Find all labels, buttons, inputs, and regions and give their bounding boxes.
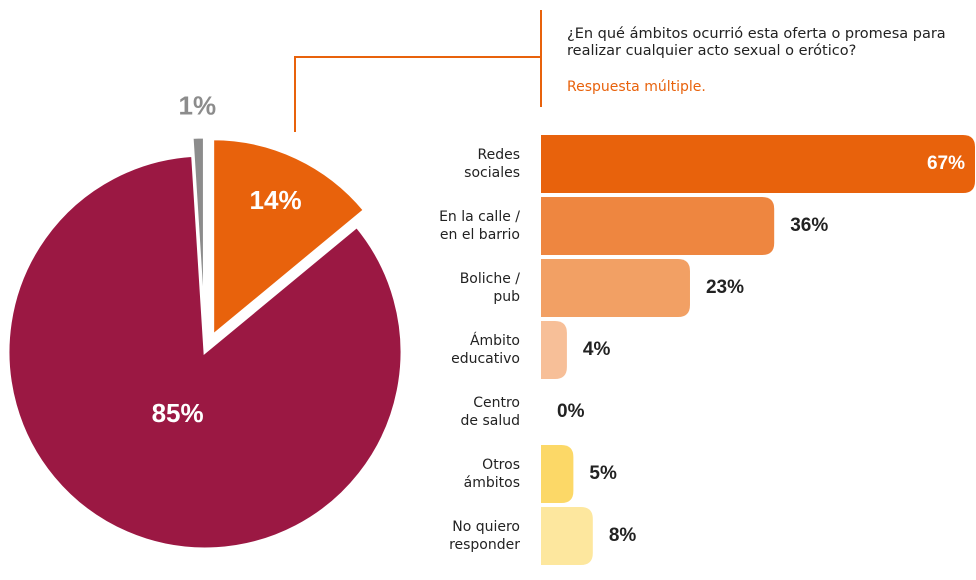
pie-slice <box>190 135 206 335</box>
value-label: 5% <box>589 463 617 484</box>
value-label: 4% <box>583 339 611 360</box>
bar <box>541 507 593 565</box>
bar <box>541 445 574 503</box>
value-label: 23% <box>706 277 744 298</box>
category-label: Centro de salud <box>460 395 520 429</box>
bar-subtitle: Respuesta múltiple. <box>567 79 706 95</box>
connector-line <box>294 56 541 132</box>
value-label: 36% <box>790 215 828 236</box>
pie-slice <box>6 153 404 551</box>
category-label: Ámbito educativo <box>451 333 520 367</box>
value-label: 67% <box>927 153 965 174</box>
value-label: 0% <box>557 401 585 422</box>
category-label: En la calle / en el barrio <box>439 209 520 243</box>
value-label: 8% <box>609 525 637 546</box>
pie-label: 85% <box>152 398 204 428</box>
bar <box>541 321 567 379</box>
category-label: Redes sociales <box>464 147 520 181</box>
pie-label: 1% <box>179 90 217 120</box>
bar <box>541 135 975 193</box>
bar-title: ¿En qué ámbitos ocurrió esta oferta o pr… <box>567 26 946 59</box>
pie-slice <box>211 137 367 339</box>
category-label: Otros ámbitos <box>463 457 520 491</box>
pie-label: 14% <box>250 185 302 215</box>
bar <box>541 259 690 317</box>
bar <box>541 197 775 255</box>
category-label: Boliche / pub <box>459 271 520 305</box>
category-label: No quiero responder <box>449 519 520 553</box>
